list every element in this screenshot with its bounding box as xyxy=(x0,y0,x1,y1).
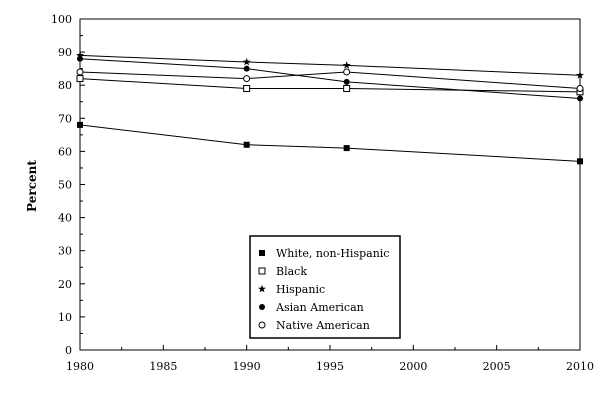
y-tick-label: 80 xyxy=(58,79,72,92)
series-line-white-non-hispanic xyxy=(79,124,581,162)
legend-marker-black xyxy=(258,267,266,275)
series-layer xyxy=(76,51,584,165)
series-line-hispanic xyxy=(79,54,581,76)
x-tick-label: 1990 xyxy=(233,360,261,373)
y-tick-label: 20 xyxy=(58,278,72,291)
y-tick-label: 10 xyxy=(58,311,72,324)
series-asian-american xyxy=(77,55,583,102)
legend-marker-asian-american xyxy=(259,304,265,310)
data-point-native-american xyxy=(343,68,351,76)
axes: 0 10 20 30 40 50 60 70 80 90 100 1980 1985 1990 1995 20… xyxy=(51,13,594,373)
y-tick-label: 50 xyxy=(58,179,72,192)
data-point-asian-american xyxy=(343,78,350,85)
data-point-hispanic xyxy=(76,51,84,59)
series-white-non-hispanic xyxy=(77,121,583,165)
y-axis-label: Percent xyxy=(25,160,39,212)
x-tick-label: 2005 xyxy=(483,360,511,373)
y-tick-label: 60 xyxy=(58,145,72,158)
legend-label-hispanic: Hispanic xyxy=(276,283,325,296)
data-point-native-american xyxy=(243,75,251,83)
data-point-white-non-hispanic xyxy=(77,121,83,128)
data-point-hispanic xyxy=(576,71,584,79)
legend-label-native-american: Native American xyxy=(276,319,370,332)
data-point-white-non-hispanic xyxy=(343,145,350,152)
x-tick-label: 2010 xyxy=(566,360,594,373)
data-point-black xyxy=(243,85,251,93)
y-tick-label: 100 xyxy=(51,13,72,26)
series-native-american xyxy=(76,68,584,93)
series-line-native-american xyxy=(79,71,581,90)
series-black xyxy=(76,75,584,96)
x-tick-label: 1995 xyxy=(316,360,344,373)
series-hispanic xyxy=(76,51,584,79)
data-point-asian-american xyxy=(243,65,250,72)
legend-box xyxy=(249,235,401,339)
data-point-native-american xyxy=(76,68,84,76)
data-point-black xyxy=(76,75,84,83)
data-point-white-non-hispanic xyxy=(243,141,250,148)
x-tick-label: 1985 xyxy=(149,360,177,373)
series-line-black xyxy=(79,78,581,93)
legend-label-white-non-hispanic: White, non-Hispanic xyxy=(276,247,389,260)
legend-marker-native-american xyxy=(258,321,266,329)
data-point-asian-american xyxy=(577,95,583,102)
legend-label-black: Black xyxy=(276,265,307,278)
legend-marker-white-non-hispanic xyxy=(259,250,265,256)
x-tick-label: 2000 xyxy=(399,360,427,373)
legend-marker-hispanic xyxy=(258,284,266,293)
legend-label-asian-american: Asian American xyxy=(275,301,364,314)
x-tick-label: 1980 xyxy=(66,360,94,373)
data-point-asian-american xyxy=(77,55,83,62)
y-tick-label: 70 xyxy=(58,112,72,125)
legend: White, non-Hispanic Black Hispanic Asian Am… xyxy=(249,235,401,339)
data-point-white-non-hispanic xyxy=(577,158,583,165)
data-point-hispanic xyxy=(242,57,251,66)
y-tick-label: 30 xyxy=(58,245,72,258)
y-tick-label: 0 xyxy=(65,344,72,357)
data-point-hispanic xyxy=(342,61,351,69)
y-tick-label: 40 xyxy=(58,212,72,225)
data-point-native-american xyxy=(576,85,584,93)
y-tick-label: 90 xyxy=(58,46,72,59)
data-point-black xyxy=(343,85,351,93)
